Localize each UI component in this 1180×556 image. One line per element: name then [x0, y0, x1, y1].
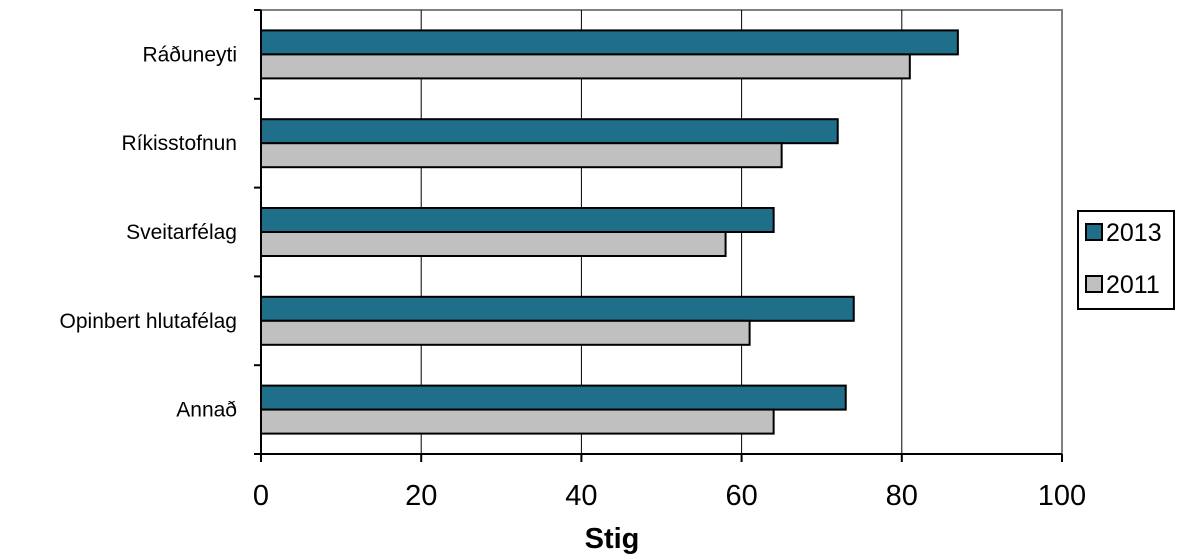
legend: 2013 2011: [1077, 210, 1175, 310]
category-label: Opinbert hlutafélag: [60, 310, 237, 333]
legend-label-2011: 2011: [1106, 271, 1160, 299]
bar-2013-2: [260, 207, 775, 233]
bars: [260, 29, 959, 435]
category-label: Annað: [176, 399, 237, 422]
x-tick-label: 100: [1038, 480, 1086, 512]
legend-swatch-2011: [1085, 275, 1103, 293]
category-label: Ríkisstofnun: [121, 132, 237, 155]
legend-label-2013: 2013: [1106, 219, 1162, 247]
category-label: Sveitarfélag: [126, 221, 237, 244]
x-tick-label: 40: [565, 480, 597, 512]
x-tick-label: 60: [725, 480, 757, 512]
bar-2013-3: [260, 295, 855, 322]
x-tick-labels: 0 20 40 60 80 100: [253, 480, 1086, 512]
x-axis-title: Stig: [585, 523, 640, 555]
bar-2013-1: [260, 118, 839, 145]
bar-2011-3: [260, 319, 751, 346]
axes: [254, 9, 1063, 462]
bar-2013-0: [260, 29, 959, 56]
bar-2011-0: [260, 53, 911, 80]
category-labels: Ráðuneyti Ríkisstofnun Sveitarfélag Opinber…: [60, 43, 237, 421]
bar-2013-4: [260, 384, 847, 411]
x-tick-label: 80: [886, 480, 918, 512]
category-label: Ráðuneyti: [142, 43, 237, 66]
legend-swatch-2013: [1085, 223, 1103, 241]
bar-2011-2: [260, 231, 727, 257]
bar-2011-1: [260, 142, 783, 169]
x-tick-label: 0: [253, 480, 269, 512]
x-tick-label: 20: [405, 480, 437, 512]
bar-2011-4: [260, 408, 775, 435]
